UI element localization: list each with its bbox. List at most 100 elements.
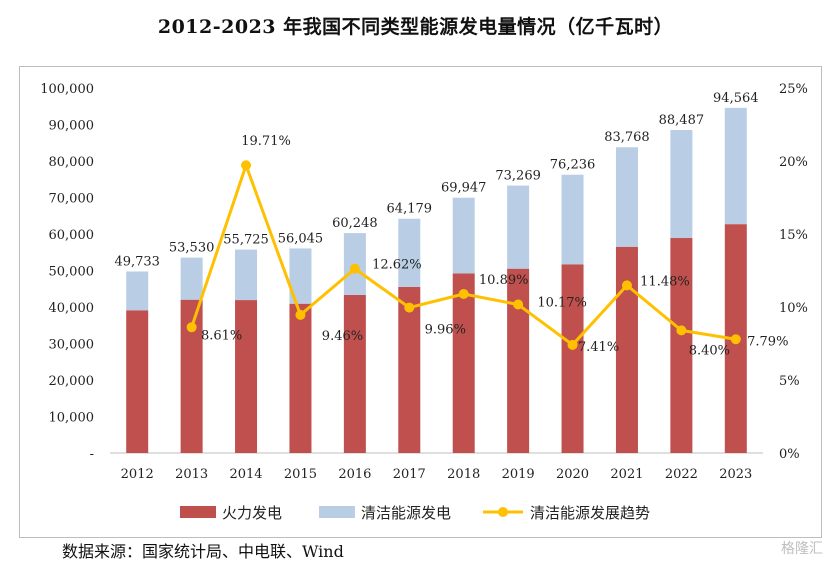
axes-group: - 10,000 20,000 30,000 40,000 50,000 60,000 70,…	[40, 82, 808, 482]
bar-clean	[452, 197, 475, 274]
bar-thermal	[507, 268, 530, 453]
trend-point	[567, 339, 578, 350]
x-tick-label: 2020	[556, 467, 589, 482]
legend-label-thermal: 火力发电	[222, 504, 282, 522]
bar-thermal	[452, 273, 475, 453]
chart-title: 2012-2023 年我国不同类型能源发电量情况（亿千瓦时）	[157, 16, 674, 38]
trend-point	[295, 309, 306, 320]
trend-value-label: 9.46%	[322, 329, 363, 344]
trend-point	[186, 322, 197, 333]
trend-value-label: 8.61%	[201, 328, 242, 343]
y-left-tick-label: 30,000	[49, 338, 95, 353]
trend-value-label: 7.79%	[747, 334, 788, 349]
bar-clean	[235, 249, 258, 301]
bar-total-label: 88,487	[659, 113, 705, 128]
labels-group: 49,733 53,530 55,725 56,045 60,248 64,179 69,9…	[114, 91, 788, 359]
bar-clean	[398, 218, 421, 287]
legend-label-clean: 清洁能源发电	[361, 504, 451, 522]
x-tick-label: 2022	[665, 467, 698, 482]
y-right-tick-label: 25%	[779, 82, 808, 97]
trend-point	[349, 263, 360, 274]
bar-clean	[724, 107, 747, 225]
bar-total-label: 73,269	[495, 169, 541, 184]
bar-total-label: 69,947	[441, 181, 487, 196]
legend-label-trend: 清洁能源发展趋势	[530, 504, 650, 522]
trend-value-label: 11.48%	[640, 274, 690, 289]
bar-clean	[180, 257, 203, 300]
trend-value-label: 12.62%	[372, 258, 422, 273]
bar-total-label: 53,530	[169, 241, 215, 256]
bar-thermal	[289, 303, 312, 453]
bar-clean	[615, 147, 638, 247]
bar-thermal	[126, 310, 149, 453]
y-left-tick-label: 60,000	[49, 228, 95, 243]
y-left-tick-label: 40,000	[49, 301, 95, 316]
trend-value-label: 10.89%	[479, 273, 529, 288]
trend-value-label: 7.41%	[578, 340, 619, 355]
trend-point	[241, 160, 252, 171]
y-left-tick-label: 50,000	[49, 265, 95, 280]
bar-total-label: 64,179	[387, 202, 433, 217]
y-left-tick-label: 90,000	[49, 119, 95, 134]
bar-clean	[289, 248, 312, 304]
x-tick-label: 2023	[719, 467, 752, 482]
y-left-tick-label: -	[90, 447, 94, 462]
legend-marker-trend	[498, 507, 508, 517]
y-left-tick-label: 100,000	[40, 82, 94, 97]
y-right-tick-label: 0%	[779, 447, 800, 462]
y-right-tick-label: 5%	[779, 374, 800, 389]
x-tick-label: 2014	[229, 467, 262, 482]
x-tick-label: 2018	[447, 467, 480, 482]
y-left-tick-label: 70,000	[49, 192, 95, 207]
y-right-tick-label: 10%	[779, 301, 808, 316]
bar-total-label: 56,045	[278, 231, 324, 246]
x-tick-label: 2021	[610, 467, 643, 482]
trend-point	[676, 325, 687, 336]
x-tick-label: 2015	[284, 467, 317, 482]
bar-thermal	[561, 264, 584, 453]
trend-value-label: 19.71%	[241, 134, 291, 149]
y-left-tick-label: 10,000	[49, 411, 95, 426]
legend-swatch-thermal	[180, 506, 216, 518]
trend-value-label: 8.40%	[689, 343, 730, 358]
bar-total-label: 60,248	[332, 216, 378, 231]
bar-clean	[126, 271, 149, 311]
x-tick-label: 2013	[175, 467, 208, 482]
bar-clean	[670, 130, 693, 239]
bar-thermal	[670, 238, 693, 453]
watermark-logo: 格隆汇	[781, 541, 823, 557]
trend-point	[621, 280, 632, 291]
x-tick-label: 2012	[121, 467, 154, 482]
bar-thermal	[180, 299, 203, 453]
chart-frame	[19, 66, 822, 538]
trend-point	[730, 334, 741, 345]
bar-total-label: 49,733	[114, 254, 160, 269]
bar-clean	[561, 174, 584, 265]
x-tick-label: 2017	[393, 467, 426, 482]
bar-thermal	[398, 286, 421, 453]
bar-total-label: 83,768	[604, 130, 650, 145]
bar-thermal	[343, 294, 366, 453]
legend-group: 火力发电 清洁能源发电 清洁能源发展趋势	[180, 504, 650, 522]
trend-value-label: 10.17%	[537, 296, 587, 311]
bar-thermal	[615, 246, 638, 453]
bar-clean	[507, 185, 530, 269]
bar-total-label: 55,725	[223, 233, 269, 248]
bar-thermal	[235, 300, 258, 453]
y-right-tick-label: 15%	[779, 228, 808, 243]
x-tick-label: 2019	[502, 467, 535, 482]
bar-total-label: 76,236	[550, 158, 596, 173]
trend-point	[513, 299, 524, 310]
trend-line-group	[186, 160, 741, 350]
trend-point	[458, 289, 469, 300]
legend-swatch-clean	[319, 506, 355, 518]
bar-total-label: 94,564	[713, 91, 759, 106]
trend-point	[404, 302, 415, 313]
y-left-tick-label: 80,000	[49, 155, 95, 170]
y-right-tick-label: 20%	[779, 155, 808, 170]
x-tick-label: 2016	[338, 467, 371, 482]
trend-value-label: 9.96%	[425, 323, 466, 338]
y-left-tick-label: 20,000	[49, 374, 95, 389]
source-note: 数据来源：国家统计局、中电联、Wind	[62, 542, 344, 561]
